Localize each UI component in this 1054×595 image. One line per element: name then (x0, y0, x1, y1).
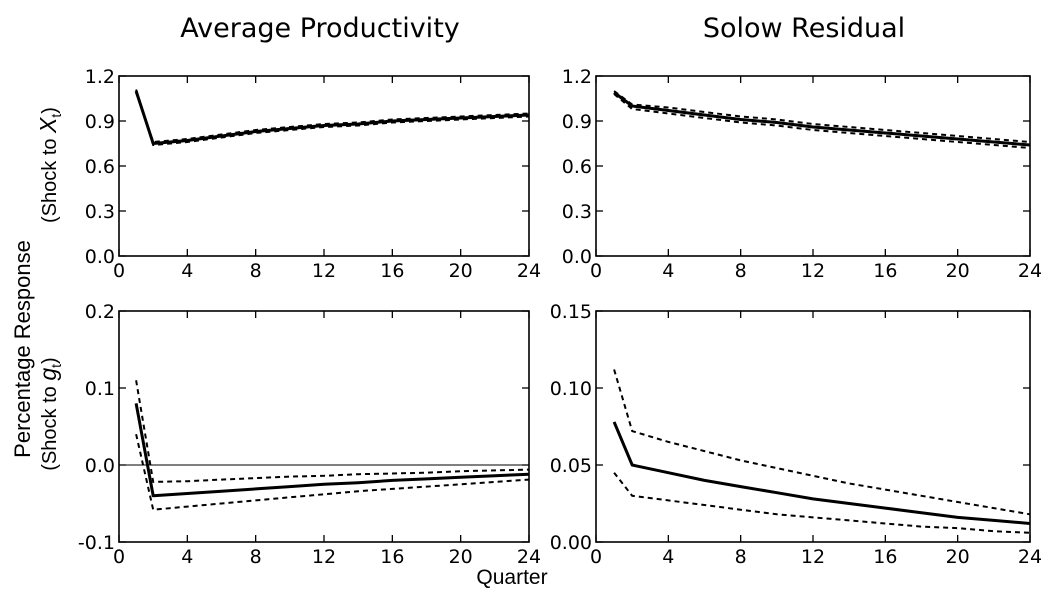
plot-frame (595, 310, 1031, 543)
y-tick-label: 0.00 (550, 532, 592, 554)
x-tick-label: 4 (662, 260, 674, 282)
x-tick-label: 0 (590, 260, 602, 282)
row-label-prefix: (Shock to (39, 133, 61, 223)
x-tick-label: 24 (1018, 260, 1042, 282)
confidence-band-line (135, 380, 530, 483)
y-tick-label: 0.0 (562, 246, 592, 268)
y-tick-label: 0.3 (562, 201, 592, 223)
x-tick-label: 8 (735, 260, 747, 282)
y-tick-label: 0.05 (550, 455, 592, 477)
y-tick-label: 0.3 (85, 201, 115, 223)
panel-avg-productivity-shock-g: -0.1 0.0 0.1 0.2 0 4 8 12 16 20 24 (78, 301, 541, 568)
plot-frame (118, 310, 530, 543)
row-label-variable: g (35, 368, 61, 381)
y-tick-label: -0.1 (78, 532, 115, 554)
x-axis-label: Quarter (476, 566, 547, 589)
point-estimate-line (134, 90, 530, 145)
svg-text:(Shock to gt): (Shock to gt) (35, 357, 64, 470)
x-tick-label: 16 (873, 546, 897, 568)
y-axis-label: Percentage Response (10, 240, 35, 458)
x-tick-label: 12 (312, 546, 336, 568)
confidence-band-line (613, 472, 1031, 534)
point-estimate-line (613, 91, 1031, 147)
x-tick-label: 24 (1018, 546, 1042, 568)
x-tick-label: 8 (250, 546, 262, 568)
row-label-subscript: t (48, 114, 64, 118)
y-tick-label: 0.6 (562, 156, 592, 178)
panel-solow-residual-shock-g: 0.00 0.05 0.10 0.15 0 4 8 12 16 20 24 (550, 301, 1042, 568)
x-tick-label: 20 (449, 260, 473, 282)
y-tick-label: 0.6 (85, 156, 115, 178)
y-tick-label: 0.0 (85, 246, 115, 268)
confidence-band-line (135, 89, 530, 147)
row-label-shock-g: (Shock to gt) (35, 357, 64, 470)
y-tick-label: 0.0 (85, 455, 115, 477)
x-tick-label: 12 (801, 260, 825, 282)
x-tick-label: 4 (181, 546, 193, 568)
point-estimate-line (612, 421, 1031, 525)
plot-frame (118, 75, 530, 257)
x-tick-label: 16 (380, 546, 404, 568)
row-label-subscript: t (48, 364, 64, 368)
x-tick-label: 12 (801, 546, 825, 568)
y-tick-label: 0.9 (85, 111, 115, 133)
y-tick-label: 0.10 (550, 378, 592, 400)
x-tick-label: 0 (113, 546, 125, 568)
y-tick-label: 0.2 (85, 301, 115, 323)
column-title-solow-residual: Solow Residual (703, 13, 905, 44)
x-tick-label: 24 (517, 546, 541, 568)
confidence-band-line (613, 90, 1031, 143)
plot-frame (595, 75, 1031, 257)
x-tick-label: 16 (873, 260, 897, 282)
x-tick-label: 16 (380, 260, 404, 282)
confidence-band-line (613, 369, 1031, 516)
y-tick-label: 0.15 (550, 301, 592, 323)
column-title-average-productivity: Average Productivity (180, 13, 460, 44)
point-estimate-line (134, 403, 530, 498)
confidence-band-line (135, 433, 530, 511)
panel-solow-residual-shock-x: 0.0 0.3 0.6 0.9 1.2 0 4 8 12 16 20 24 (562, 66, 1042, 282)
svg-text:(Shock to Xt): (Shock to Xt) (35, 107, 64, 223)
x-tick-label: 4 (662, 546, 674, 568)
y-tick-label: 0.9 (562, 111, 592, 133)
y-tick-label: 1.2 (562, 66, 592, 88)
x-tick-label: 8 (735, 546, 747, 568)
x-tick-label: 20 (449, 546, 473, 568)
panel-avg-productivity-shock-x: 0.0 0.3 0.6 0.9 1.2 0 4 8 12 16 20 24 (85, 66, 541, 282)
x-tick-label: 24 (517, 260, 541, 282)
row-label-suffix: ) (39, 357, 61, 364)
x-tick-label: 20 (946, 546, 970, 568)
row-label-variable: X (35, 116, 61, 134)
x-tick-label: 20 (946, 260, 970, 282)
x-tick-label: 0 (590, 546, 602, 568)
row-label-prefix: (Shock to (39, 381, 61, 471)
x-tick-label: 4 (181, 260, 193, 282)
x-tick-label: 12 (312, 260, 336, 282)
x-tick-label: 8 (250, 260, 262, 282)
y-tick-label: 0.1 (85, 378, 115, 400)
row-label-suffix: ) (39, 107, 61, 114)
row-label-shock-x: (Shock to Xt) (35, 107, 64, 223)
y-tick-label: 1.2 (85, 66, 115, 88)
x-tick-label: 0 (113, 260, 125, 282)
